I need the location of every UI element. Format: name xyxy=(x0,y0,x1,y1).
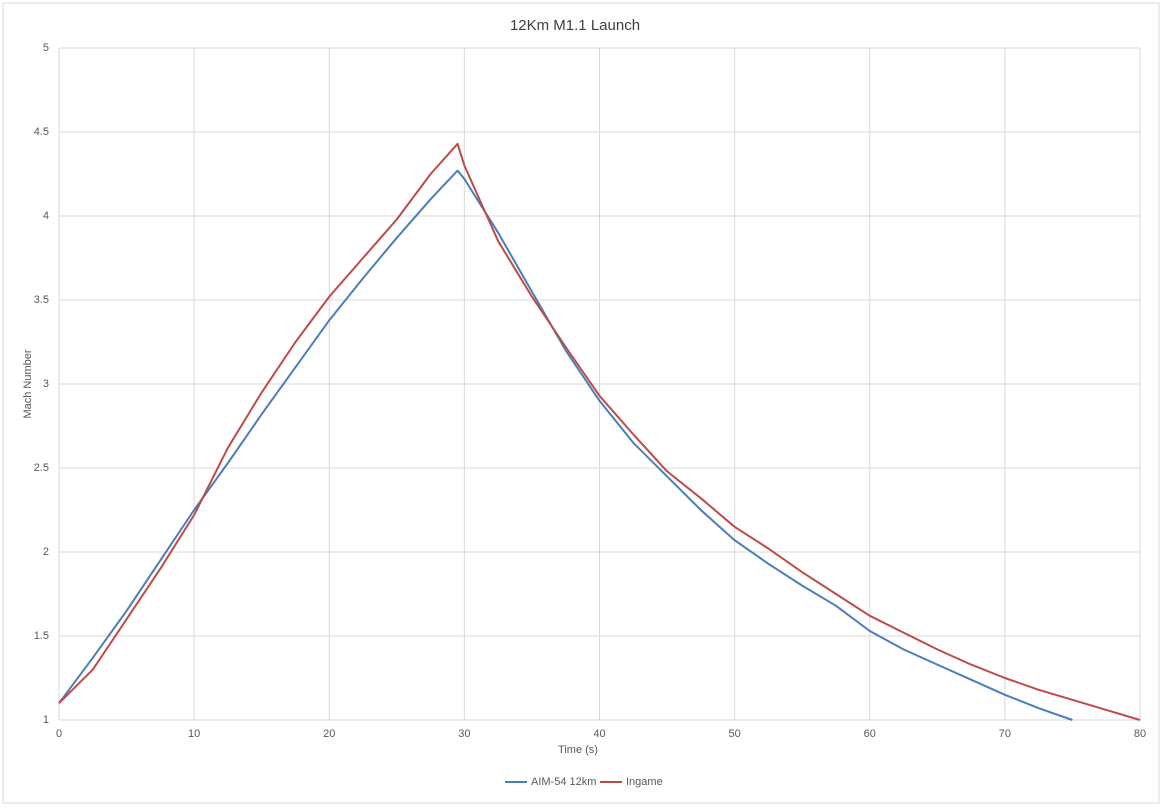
y-tick-label: 2.5 xyxy=(34,462,49,474)
chart-title: 12Km M1.1 Launch xyxy=(510,17,640,34)
x-tick-label: 10 xyxy=(188,728,200,740)
y-tick-label: 3.5 xyxy=(34,294,49,306)
y-tick-label: 4 xyxy=(43,210,49,222)
y-tick-label: 5 xyxy=(43,42,49,54)
y-tick-label: 1 xyxy=(43,714,49,726)
y-axis-title: Mach Number xyxy=(22,349,34,418)
x-axis-title: Time (s) xyxy=(558,744,598,756)
x-tick-label: 20 xyxy=(323,728,335,740)
legend-label: AIM-54 12km xyxy=(531,776,596,788)
series-line xyxy=(58,142,1141,721)
y-tick-label: 2 xyxy=(43,546,49,558)
x-tick-label: 40 xyxy=(593,728,605,740)
legend-label: Ingame xyxy=(626,776,663,788)
x-tick-label: 80 xyxy=(1134,728,1146,740)
y-tick-label: 1.5 xyxy=(34,630,49,642)
x-tick-label: 70 xyxy=(999,728,1011,740)
x-tick-label: 0 xyxy=(56,728,62,740)
x-tick-label: 50 xyxy=(729,728,741,740)
y-tick-label: 3 xyxy=(43,378,49,390)
x-tick-label: 60 xyxy=(864,728,876,740)
y-tick-label: 4.5 xyxy=(34,126,49,138)
x-tick-label: 30 xyxy=(458,728,470,740)
